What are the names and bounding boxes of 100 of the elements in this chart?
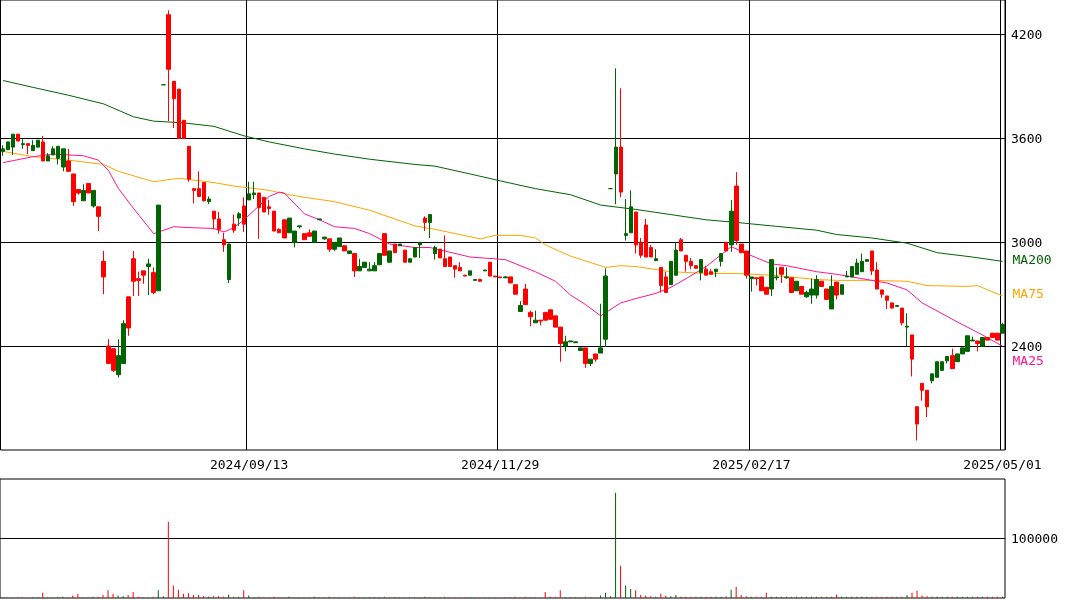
candlestick — [533, 310, 538, 324]
candlestick — [799, 285, 804, 295]
candlestick — [950, 348, 955, 370]
candlestick — [393, 243, 397, 254]
candlestick — [398, 243, 402, 247]
candlestick — [433, 245, 437, 261]
candlestick — [1000, 322, 1005, 334]
candlestick — [408, 258, 412, 263]
candlestick — [242, 196, 246, 233]
series-label: MA75 — [1012, 286, 1044, 302]
candlestick — [789, 277, 794, 293]
line-series — [2, 79, 1003, 262]
series-label: MA200 — [1012, 251, 1052, 267]
candlestick — [237, 211, 241, 227]
x-tick-label: 2025/02/17 — [712, 457, 791, 472]
candlestick — [66, 148, 71, 172]
candlestick — [26, 143, 30, 155]
candlestick — [734, 171, 739, 246]
candlestick — [347, 250, 352, 255]
candlestick — [101, 250, 106, 295]
candlestick — [382, 233, 387, 256]
x-tick-label: 2024/09/13 — [209, 457, 289, 472]
candlestick — [468, 270, 472, 276]
candlestick — [679, 237, 683, 252]
candlestick — [624, 198, 628, 242]
candlestick — [794, 280, 799, 292]
candlestick — [528, 310, 533, 327]
candlestick — [232, 214, 236, 234]
line-series — [2, 150, 1003, 297]
candlestick — [749, 276, 754, 293]
candlestick — [910, 334, 914, 377]
candlestick — [342, 245, 347, 252]
candlestick — [21, 138, 25, 150]
candlestick — [719, 253, 723, 268]
candlestick — [784, 266, 789, 280]
candlestick — [16, 133, 20, 142]
candlestick — [583, 347, 588, 369]
candlestick — [588, 358, 593, 367]
candlestick — [312, 230, 317, 243]
y-tick-label: 3600 — [1011, 130, 1043, 146]
candlestick — [980, 337, 985, 347]
candlestick — [834, 281, 839, 300]
candlestick — [614, 67, 618, 205]
candlestick — [518, 300, 523, 313]
candlestick — [819, 280, 824, 287]
series-label: MA25 — [1012, 352, 1044, 368]
candlestick — [578, 347, 583, 351]
candlestick — [322, 236, 327, 241]
y-tick-label: 3000 — [1011, 234, 1043, 250]
candlestick — [207, 195, 211, 205]
candlestick — [297, 225, 302, 229]
candlestick — [829, 274, 834, 310]
candlestick — [478, 278, 482, 282]
y-tick-label: 100000 — [1011, 531, 1058, 546]
candlestick — [413, 247, 417, 258]
candlestick — [96, 206, 101, 232]
candlestick — [779, 266, 784, 284]
candlestick — [890, 302, 894, 309]
x-tick-label: 2025/05/01 — [963, 457, 1042, 472]
y-tick-label: 4200 — [1011, 27, 1043, 43]
candlestick — [503, 275, 508, 279]
candlestick — [975, 340, 980, 352]
candlestick — [428, 214, 432, 239]
candlestick — [714, 268, 718, 278]
candlestick — [81, 183, 86, 202]
candlestick — [513, 284, 518, 295]
candlestick — [86, 182, 91, 194]
candlestick — [227, 243, 231, 284]
candlestick — [629, 189, 633, 234]
candlestick — [900, 307, 904, 326]
candlestick — [463, 274, 467, 277]
candlestick — [840, 284, 844, 295]
candlestick — [151, 266, 156, 295]
candlestick — [403, 249, 407, 263]
candlestick — [603, 267, 608, 348]
candlestick — [699, 259, 703, 281]
candlestick — [377, 253, 382, 266]
candlestick — [141, 270, 146, 285]
candlestick — [126, 296, 131, 337]
candlestick — [352, 253, 357, 278]
candlestick — [905, 312, 909, 347]
candlestick — [729, 199, 734, 253]
candlestick — [915, 406, 919, 441]
candlestick — [317, 218, 322, 221]
candlestick — [593, 353, 598, 363]
candlestick — [423, 215, 427, 232]
candlestick — [523, 283, 528, 306]
candlestick — [508, 276, 513, 284]
candlestick — [156, 204, 161, 292]
candlestick — [418, 241, 422, 259]
candlestick — [187, 145, 191, 183]
candlestick — [824, 288, 829, 300]
candlestick — [91, 189, 96, 209]
x-tick-label: 2024/11/29 — [461, 457, 540, 472]
candlestick — [146, 258, 151, 296]
line-series — [2, 153, 1003, 347]
candlestick — [654, 248, 658, 262]
candlestick — [724, 241, 728, 252]
candlestick — [619, 87, 623, 198]
candlestick — [41, 135, 45, 162]
